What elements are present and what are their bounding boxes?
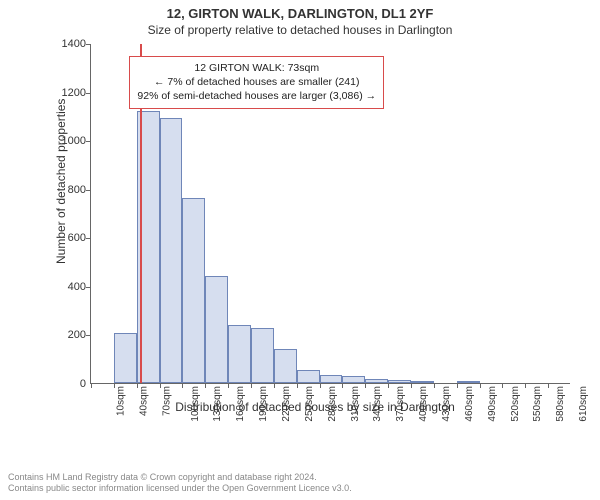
y-tick-label: 1000: [62, 135, 91, 147]
footer-line-2: Contains public sector information licen…: [8, 483, 592, 494]
histogram-bar: [411, 381, 434, 383]
x-axis-label: Distribution of detached houses by size …: [50, 400, 580, 414]
x-tick-mark: [160, 383, 161, 388]
x-tick-mark: [525, 383, 526, 388]
x-tick-mark: [388, 383, 389, 388]
y-tick-label: 0: [80, 378, 91, 390]
page-subtitle: Size of property relative to detached ho…: [0, 21, 600, 37]
x-tick-mark: [297, 383, 298, 388]
y-tick-label: 200: [68, 329, 91, 341]
y-tick-label: 400: [68, 281, 91, 293]
x-tick-mark: [205, 383, 206, 388]
histogram-bar: [274, 349, 297, 383]
y-tick-label: 1400: [62, 38, 91, 50]
histogram-bar: [228, 325, 251, 383]
x-tick-mark: [91, 383, 92, 388]
info-box-line: 92% of semi-detached houses are larger (…: [137, 89, 376, 103]
x-tick-mark: [342, 383, 343, 388]
info-box-line: 12 GIRTON WALK: 73sqm: [137, 61, 376, 75]
x-tick-mark: [251, 383, 252, 388]
x-tick-mark: [365, 383, 366, 388]
page-title: 12, GIRTON WALK, DARLINGTON, DL1 2YF: [0, 0, 600, 21]
x-tick-mark: [457, 383, 458, 388]
info-box-line: ← 7% of detached houses are smaller (241…: [137, 75, 376, 89]
histogram-bar: [251, 328, 274, 383]
x-tick-mark: [137, 383, 138, 388]
x-tick-mark: [548, 383, 549, 388]
histogram-bar: [205, 276, 228, 383]
x-tick-mark: [434, 383, 435, 388]
histogram-bar: [182, 198, 205, 383]
histogram-bar: [342, 376, 365, 383]
y-tick-label: 1200: [62, 87, 91, 99]
x-tick-mark: [411, 383, 412, 388]
info-box: 12 GIRTON WALK: 73sqm← 7% of detached ho…: [129, 56, 384, 109]
y-axis-label: Number of detached properties: [54, 99, 68, 264]
histogram-bar: [457, 381, 480, 383]
histogram-bar: [160, 118, 183, 383]
x-tick-mark: [480, 383, 481, 388]
y-tick-label: 600: [68, 232, 91, 244]
x-tick-mark: [114, 383, 115, 388]
x-tick-mark: [502, 383, 503, 388]
y-tick-label: 800: [68, 184, 91, 196]
x-tick-mark: [320, 383, 321, 388]
histogram-bar: [297, 370, 320, 383]
histogram-bar: [365, 379, 388, 383]
x-tick-mark: [274, 383, 275, 388]
x-tick-mark: [182, 383, 183, 388]
histogram-bar: [388, 380, 411, 383]
footer-line-1: Contains HM Land Registry data © Crown c…: [8, 472, 592, 483]
chart-container: Number of detached properties 0200400600…: [50, 44, 580, 440]
histogram-bar: [320, 375, 343, 384]
x-tick-mark: [228, 383, 229, 388]
histogram-bar: [114, 333, 137, 383]
footer-attribution: Contains HM Land Registry data © Crown c…: [0, 468, 600, 500]
plot-area: 020040060080010001200140010sqm40sqm70sqm…: [90, 44, 570, 384]
